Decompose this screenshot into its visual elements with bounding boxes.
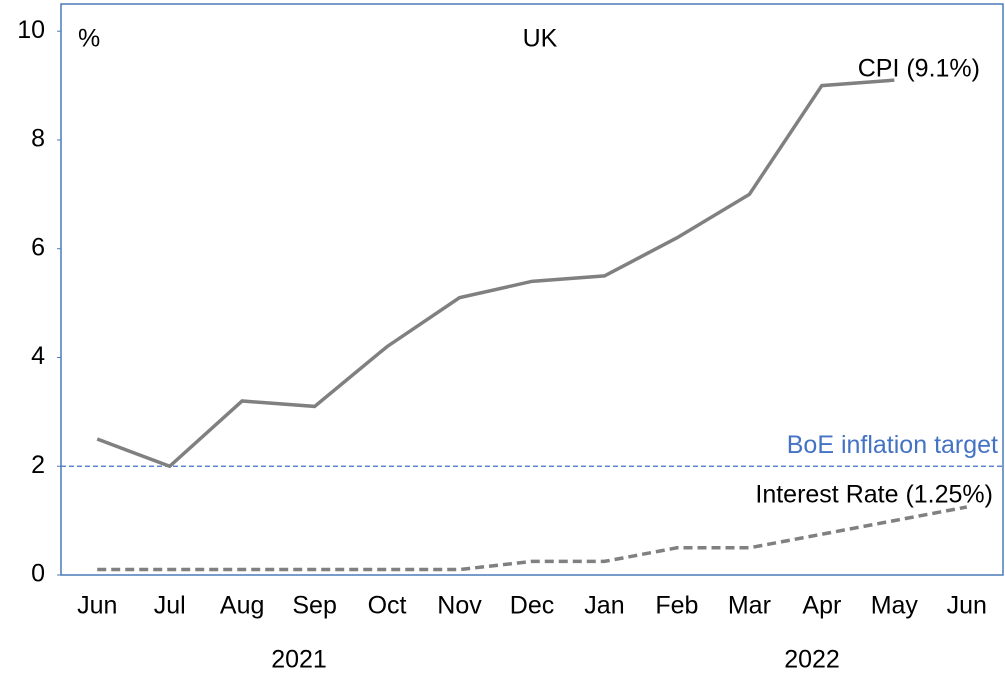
x-tick-label: Apr	[802, 592, 841, 620]
x-tick-label: Jan	[584, 592, 624, 620]
x-tick-label: Jul	[154, 592, 186, 620]
y-tick-label: 6	[31, 233, 45, 261]
target-label: BoE inflation target	[787, 431, 998, 459]
x-tick-label: Aug	[220, 592, 264, 620]
y-tick-label: 10	[17, 16, 45, 44]
x-tick-label: Jun	[77, 592, 117, 620]
x-tick-label: Dec	[510, 592, 554, 620]
x-tick-label: Nov	[437, 592, 482, 620]
year-label: 2022	[784, 646, 840, 674]
x-tick-label: Mar	[728, 592, 771, 620]
y-tick-label: 2	[31, 451, 45, 479]
y-unit-label: %	[78, 25, 100, 53]
y-tick-label: 0	[31, 560, 45, 588]
x-tick-label: Oct	[368, 592, 407, 620]
x-tick-label: Sep	[292, 592, 336, 620]
series-label: CPI (9.1%)	[858, 55, 980, 83]
y-tick-label: 4	[31, 342, 45, 370]
x-tick-label: May	[871, 592, 919, 620]
y-tick-label: 8	[31, 125, 45, 153]
series-line	[96, 78, 895, 469]
year-label: 2021	[271, 646, 327, 674]
series-label: Interest Rate (1.25%)	[755, 481, 993, 509]
x-tick-label: Jun	[947, 592, 987, 620]
x-tick-label: Feb	[655, 592, 698, 620]
plot-frame	[60, 3, 1004, 576]
series-line	[97, 505, 968, 572]
chart-title: UK	[523, 25, 558, 53]
